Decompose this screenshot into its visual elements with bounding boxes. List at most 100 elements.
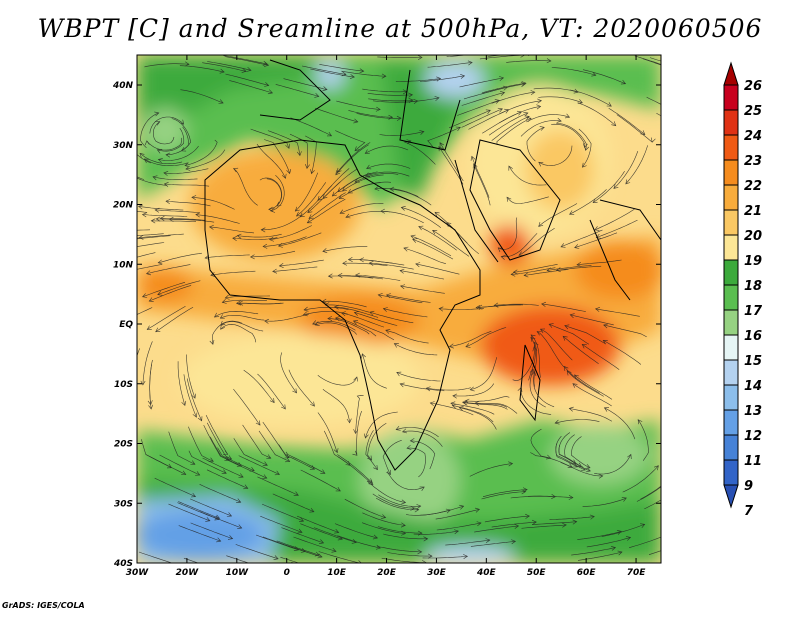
colorbar-level-label: 9 bbox=[744, 479, 753, 494]
streamline bbox=[238, 455, 280, 475]
lat-tick-label: 40S bbox=[113, 559, 133, 569]
streamline-arrowhead bbox=[260, 227, 266, 233]
streamline bbox=[147, 306, 186, 330]
streamline-arrowhead bbox=[388, 114, 394, 120]
streamline-arrowhead bbox=[205, 517, 211, 522]
streamline-arrowhead bbox=[573, 88, 579, 94]
streamline-arrowhead bbox=[352, 320, 359, 325]
streamline-arrowhead bbox=[297, 528, 303, 534]
streamline bbox=[142, 341, 153, 385]
streamline bbox=[233, 438, 268, 466]
streamline-arrowhead bbox=[355, 272, 360, 278]
lon-tick-label: 10W bbox=[226, 568, 250, 578]
streamline bbox=[137, 235, 171, 240]
streamline-arrowhead bbox=[393, 343, 399, 348]
streamline bbox=[465, 396, 510, 402]
streamline bbox=[427, 62, 473, 68]
streamline-arrowhead bbox=[451, 403, 457, 409]
streamline bbox=[280, 556, 300, 563]
streamline bbox=[188, 450, 227, 474]
streamline-arrowhead bbox=[220, 324, 225, 330]
streamline-arrowhead bbox=[373, 465, 378, 471]
colorbar-level-label: 17 bbox=[744, 304, 763, 319]
streamline bbox=[225, 295, 270, 299]
streamline bbox=[296, 182, 327, 217]
streamline bbox=[512, 346, 535, 382]
streamline-arrowhead bbox=[233, 167, 239, 173]
streamline-arrowhead bbox=[358, 560, 362, 563]
streamline-arrowhead bbox=[154, 111, 160, 117]
streamline bbox=[555, 435, 578, 468]
streamline-arrowhead bbox=[526, 117, 532, 122]
streamline-arrowhead bbox=[143, 158, 149, 164]
streamline bbox=[259, 177, 283, 207]
streamline bbox=[307, 198, 346, 224]
streamline bbox=[622, 465, 659, 493]
streamline bbox=[571, 436, 591, 469]
streamline-arrowhead bbox=[103, 203, 108, 207]
streamline bbox=[165, 200, 211, 207]
streamline bbox=[382, 440, 402, 475]
streamline-arrowhead bbox=[423, 536, 429, 542]
streamline-arrowhead bbox=[497, 107, 503, 113]
streamline bbox=[344, 498, 386, 518]
streamline-arrowhead bbox=[197, 416, 203, 422]
streamline-arrowhead bbox=[346, 418, 352, 424]
lat-tick-label: 20S bbox=[114, 440, 133, 450]
streamline bbox=[592, 171, 625, 203]
streamline-arrowhead bbox=[270, 207, 276, 213]
streamline bbox=[157, 280, 201, 295]
streamline bbox=[577, 551, 623, 561]
streamline bbox=[640, 485, 661, 500]
streamline bbox=[378, 294, 423, 304]
streamline bbox=[138, 206, 184, 211]
streamline bbox=[146, 137, 182, 151]
streamline-arrowhead bbox=[195, 212, 201, 218]
streamline-arrowhead bbox=[111, 322, 116, 326]
streamline bbox=[563, 366, 600, 394]
lat-tick-label: EQ bbox=[119, 320, 133, 330]
streamline bbox=[365, 145, 409, 154]
streamline bbox=[603, 324, 647, 338]
streamline-arrowhead bbox=[375, 106, 381, 112]
colorbar-swatch bbox=[723, 184, 739, 211]
streamline bbox=[560, 462, 603, 477]
streamline bbox=[570, 314, 614, 326]
streamline-arrowhead bbox=[262, 474, 268, 479]
colorbar-swatch bbox=[723, 259, 739, 286]
streamline-arrowhead bbox=[532, 346, 538, 352]
streamline bbox=[520, 387, 552, 415]
streamline bbox=[339, 203, 384, 214]
lon-tick-label: 20W bbox=[176, 568, 200, 578]
streamline bbox=[435, 509, 480, 520]
streamline-arrowhead bbox=[512, 269, 518, 275]
lat-tick-label: 10N bbox=[113, 260, 134, 270]
streamline-arrowhead bbox=[364, 149, 370, 154]
streamline-arrowhead bbox=[178, 562, 179, 563]
streamline-arrowhead bbox=[500, 255, 506, 260]
streamline bbox=[339, 182, 381, 199]
streamlines bbox=[103, 55, 661, 563]
streamline bbox=[457, 100, 500, 116]
streamline bbox=[353, 320, 395, 341]
streamline-arrowhead bbox=[445, 508, 451, 514]
streamline bbox=[334, 306, 379, 318]
streamline bbox=[369, 262, 414, 270]
streamline-arrowhead bbox=[144, 140, 150, 146]
streamline bbox=[367, 423, 387, 461]
streamline-arrowhead bbox=[292, 388, 297, 394]
lat-tick-label: 10S bbox=[114, 380, 133, 390]
streamline-arrowhead bbox=[306, 218, 312, 224]
streamline bbox=[186, 378, 202, 421]
streamline bbox=[385, 329, 429, 344]
streamline-arrowhead bbox=[273, 555, 279, 560]
streamline bbox=[263, 236, 307, 247]
streamline bbox=[410, 235, 452, 257]
streamline-arrowhead bbox=[616, 530, 622, 535]
streamline bbox=[138, 551, 173, 563]
streamline-arrowhead bbox=[148, 404, 154, 410]
streamline-arrowhead bbox=[312, 320, 318, 325]
streamline-arrowhead bbox=[400, 522, 406, 528]
streamline-arrowhead bbox=[181, 470, 187, 475]
streamline-arrowhead bbox=[340, 311, 346, 317]
